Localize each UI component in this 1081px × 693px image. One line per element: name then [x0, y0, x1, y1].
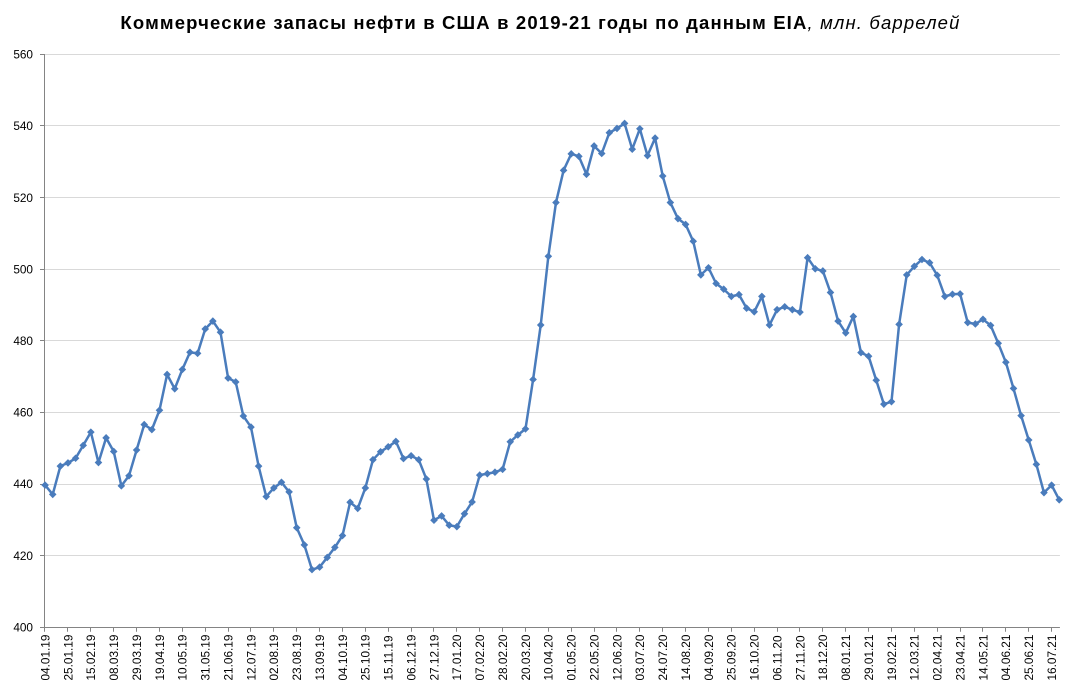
svg-text:27.12.19: 27.12.19 — [427, 635, 441, 681]
svg-text:460: 460 — [13, 406, 33, 420]
svg-text:27.11.20: 27.11.20 — [793, 635, 807, 680]
svg-text:13.09.19: 13.09.19 — [313, 635, 327, 681]
svg-text:29.01.21: 29.01.21 — [862, 635, 876, 681]
svg-text:19.04.19: 19.04.19 — [153, 635, 167, 681]
svg-text:04.06.21: 04.06.21 — [999, 635, 1013, 681]
svg-text:01.05.20: 01.05.20 — [565, 634, 579, 680]
svg-text:25.09.20: 25.09.20 — [725, 634, 739, 680]
svg-text:23.08.19: 23.08.19 — [290, 635, 304, 681]
svg-text:19.02.21: 19.02.21 — [885, 635, 899, 681]
svg-text:15.11.19: 15.11.19 — [382, 635, 396, 680]
svg-text:21.06.19: 21.06.19 — [221, 635, 235, 681]
svg-text:22.05.20: 22.05.20 — [587, 634, 601, 680]
svg-text:16.10.20: 16.10.20 — [748, 634, 762, 680]
svg-text:02.04.21: 02.04.21 — [931, 635, 945, 681]
svg-text:440: 440 — [13, 477, 33, 491]
svg-text:02.08.19: 02.08.19 — [267, 635, 281, 681]
svg-text:07.02.20: 07.02.20 — [473, 634, 487, 680]
svg-text:04.01.19: 04.01.19 — [38, 635, 52, 681]
svg-text:25.06.21: 25.06.21 — [1022, 635, 1036, 681]
svg-text:04.10.19: 04.10.19 — [336, 635, 350, 681]
svg-text:420: 420 — [13, 549, 33, 563]
svg-text:10.04.20: 10.04.20 — [542, 634, 556, 680]
svg-text:17.01.20: 17.01.20 — [450, 634, 464, 680]
svg-text:400: 400 — [13, 620, 33, 634]
svg-text:18.12.20: 18.12.20 — [816, 634, 830, 680]
svg-text:12.03.21: 12.03.21 — [908, 635, 922, 681]
svg-text:520: 520 — [13, 191, 33, 205]
svg-text:20.03.20: 20.03.20 — [519, 634, 533, 680]
svg-text:16.07.21: 16.07.21 — [1045, 635, 1059, 681]
svg-text:06.12.19: 06.12.19 — [404, 635, 418, 681]
svg-text:23.04.21: 23.04.21 — [953, 635, 967, 681]
svg-text:15.02.19: 15.02.19 — [84, 635, 98, 681]
svg-text:560: 560 — [13, 48, 33, 62]
svg-text:14.05.21: 14.05.21 — [976, 635, 990, 681]
svg-text:03.07.20: 03.07.20 — [633, 634, 647, 680]
svg-text:25.01.19: 25.01.19 — [61, 635, 75, 681]
svg-text:04.09.20: 04.09.20 — [702, 634, 716, 680]
svg-text:12.07.19: 12.07.19 — [244, 635, 258, 681]
svg-text:08.03.19: 08.03.19 — [107, 635, 121, 681]
svg-text:10.05.19: 10.05.19 — [176, 635, 190, 681]
svg-text:480: 480 — [13, 334, 33, 348]
svg-text:24.07.20: 24.07.20 — [656, 634, 670, 680]
svg-text:500: 500 — [13, 262, 33, 276]
svg-text:25.10.19: 25.10.19 — [359, 635, 373, 681]
svg-text:29.03.19: 29.03.19 — [130, 635, 144, 681]
svg-text:31.05.19: 31.05.19 — [199, 635, 213, 681]
svg-text:06.11.20: 06.11.20 — [770, 635, 784, 680]
svg-text:08.01.21: 08.01.21 — [839, 635, 853, 681]
svg-text:540: 540 — [13, 119, 33, 133]
svg-text:12.06.20: 12.06.20 — [610, 634, 624, 680]
svg-text:28.02.20: 28.02.20 — [496, 634, 510, 680]
svg-text:14.08.20: 14.08.20 — [679, 634, 693, 680]
